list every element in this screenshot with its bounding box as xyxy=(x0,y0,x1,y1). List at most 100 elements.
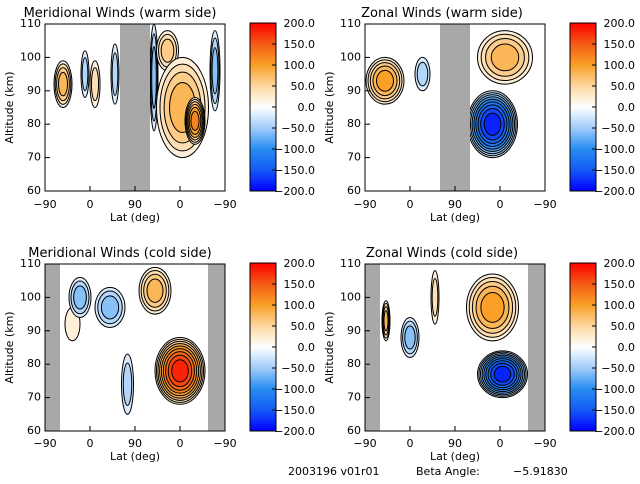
x-tick-label: 90 xyxy=(448,437,462,450)
data-gap-band xyxy=(528,264,545,431)
x-tick-label: −90 xyxy=(213,437,236,450)
y-axis-label: Altitude (km) xyxy=(323,311,336,383)
colorbar xyxy=(569,262,597,432)
colorbar xyxy=(569,22,597,192)
x-tick-label: 90 xyxy=(448,198,462,211)
y-tick-label: 90 xyxy=(27,324,41,337)
x-tick-label: 0 xyxy=(407,437,414,450)
colorbar-tick-label: 100.0 xyxy=(604,299,636,312)
colorbar-tick-label: 50.0 xyxy=(611,80,636,93)
colorbar-tick-label: −200.0 xyxy=(274,185,315,198)
colorbar-tick-label: −150.0 xyxy=(274,164,315,177)
data-gap-band xyxy=(208,264,225,431)
colorbar-tick-label: −100.0 xyxy=(594,383,635,396)
contour-level xyxy=(73,285,87,310)
colorbar-tick-label: 150.0 xyxy=(604,278,636,291)
x-tick-label: −90 xyxy=(33,198,56,211)
y-tick-label: 80 xyxy=(27,117,41,130)
colorbar-tick-label: −50.0 xyxy=(601,362,635,375)
contour-level xyxy=(383,310,389,332)
contour-level xyxy=(493,365,512,383)
colorbar-tick-label: −200.0 xyxy=(594,425,635,438)
contour-level xyxy=(100,295,120,320)
y-tick-label: 60 xyxy=(347,184,361,197)
y-tick-label: 110 xyxy=(20,17,41,30)
y-tick-label: 70 xyxy=(27,391,41,404)
footer-beta-value: −5.91830 xyxy=(513,465,568,478)
colorbar-tick-label: 150.0 xyxy=(284,38,316,51)
y-axis-label: Altitude (km) xyxy=(3,71,16,143)
y-tick-label: 110 xyxy=(340,257,361,270)
colorbar-tick-label: −150.0 xyxy=(594,164,635,177)
contour-level xyxy=(171,359,189,383)
x-tick-label: −90 xyxy=(33,437,56,450)
colorbar-tick-label: 150.0 xyxy=(284,278,316,291)
colorbar-tick-label: −100.0 xyxy=(274,143,315,156)
y-tick-label: 100 xyxy=(20,290,41,303)
y-tick-label: 80 xyxy=(27,357,41,370)
y-axis-label: Altitude (km) xyxy=(323,71,336,143)
colorbar-tick-label: −150.0 xyxy=(594,404,635,417)
colorbar-tick-label: 100.0 xyxy=(604,59,636,72)
x-tick-label: −90 xyxy=(353,437,376,450)
colorbar-tick-label: 50.0 xyxy=(291,80,316,93)
x-tick-label: −90 xyxy=(533,198,556,211)
panel-title: Meridional Winds (cold side) xyxy=(28,246,211,261)
data-gap-band xyxy=(440,24,470,191)
x-tick-label: −90 xyxy=(533,437,556,450)
contour-level xyxy=(431,278,439,317)
y-tick-label: 60 xyxy=(347,424,361,437)
y-tick-label: 100 xyxy=(340,50,361,63)
y-tick-label: 70 xyxy=(347,151,361,164)
x-tick-label: 0 xyxy=(497,437,504,450)
colorbar-tick-label: 150.0 xyxy=(604,38,636,51)
contour-level xyxy=(211,47,219,95)
x-tick-label: 90 xyxy=(128,437,142,450)
x-tick-label: −90 xyxy=(353,198,376,211)
colorbar-tick-label: 0.0 xyxy=(298,341,316,354)
contour-level xyxy=(122,362,133,406)
contours xyxy=(365,264,545,431)
contours xyxy=(53,24,221,191)
colorbar-tick-label: 200.0 xyxy=(604,257,636,270)
y-tick-label: 70 xyxy=(347,391,361,404)
contour-level xyxy=(480,291,505,323)
colorbar-tick-label: 100.0 xyxy=(284,299,316,312)
data-gap-band xyxy=(45,264,60,431)
colorbar-tick-label: −100.0 xyxy=(274,383,315,396)
y-tick-label: 100 xyxy=(20,50,41,63)
y-tick-label: 60 xyxy=(27,184,41,197)
x-axis-label: Lat (deg) xyxy=(110,450,160,463)
y-tick-label: 100 xyxy=(340,290,361,303)
data-gap-band xyxy=(120,24,150,191)
colorbar-tick-label: 200.0 xyxy=(284,257,316,270)
x-tick-label: 0 xyxy=(177,198,184,211)
y-tick-label: 70 xyxy=(27,151,41,164)
contour-level xyxy=(490,43,520,72)
panel-title: Meridional Winds (warm side) xyxy=(24,6,217,21)
contours xyxy=(45,264,225,431)
contour-level xyxy=(146,278,164,303)
colorbar-tick-label: 50.0 xyxy=(291,320,316,333)
colorbar-tick-label: −200.0 xyxy=(594,185,635,198)
x-tick-label: 0 xyxy=(87,437,94,450)
panel-title: Zonal Winds (cold side) xyxy=(366,246,518,261)
x-tick-label: 0 xyxy=(407,198,414,211)
colorbar-tick-label: −50.0 xyxy=(281,122,315,135)
panel-3: Meridional Winds (cold side) 60 70 80 90 100 1… xyxy=(3,246,315,463)
colorbar-tick-label: 200.0 xyxy=(284,17,316,30)
contour-level xyxy=(190,110,200,131)
x-tick-label: −90 xyxy=(213,198,236,211)
x-tick-label: 0 xyxy=(497,198,504,211)
contour-level xyxy=(160,38,175,63)
contour-level xyxy=(483,112,502,136)
panel-title: Zonal Winds (warm side) xyxy=(361,6,523,21)
contour-level xyxy=(111,52,119,96)
data-gap-band xyxy=(365,264,380,431)
y-axis-label: Altitude (km) xyxy=(3,311,16,383)
colorbar-tick-label: 0.0 xyxy=(618,341,636,354)
panel-1: Meridional Winds (warm side) 60 70 80 90 100 1… xyxy=(3,6,315,224)
x-axis-label: Lat (deg) xyxy=(430,211,480,224)
panel-2: Zonal Winds (warm side) 60 70 80 90 100 110 −90… xyxy=(323,6,635,224)
